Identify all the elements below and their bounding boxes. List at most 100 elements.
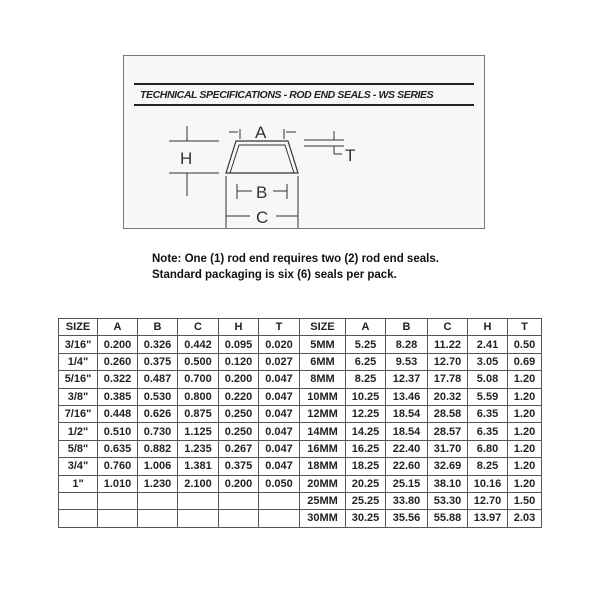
table-cell: 1.125 bbox=[177, 422, 219, 441]
table-row: 7/16" 0.448 0.626 0.875 0.250 0.047 12MM 12.25 1… bbox=[58, 404, 542, 424]
dim-label-a: A bbox=[255, 123, 267, 142]
column-header: T bbox=[258, 317, 300, 337]
table-cell: 3/8" bbox=[58, 387, 98, 406]
column-header: H bbox=[467, 317, 508, 337]
table-cell bbox=[258, 491, 300, 511]
table-cell: 14.25 bbox=[345, 422, 386, 441]
table-cell: 17.78 bbox=[427, 370, 468, 389]
table-cell bbox=[258, 509, 300, 528]
table-cell: 0.322 bbox=[97, 370, 138, 389]
table-cell: 0.448 bbox=[97, 404, 138, 424]
table-cell: 6.35 bbox=[467, 422, 508, 441]
table-cell: 28.57 bbox=[427, 422, 468, 441]
table-cell: 1" bbox=[58, 474, 98, 493]
table-cell: 2.100 bbox=[177, 474, 219, 493]
table-cell: 1.20 bbox=[507, 404, 542, 424]
table-cell bbox=[218, 491, 259, 511]
table-cell: 10.25 bbox=[345, 387, 386, 406]
table-cell: 12.37 bbox=[385, 370, 428, 389]
table-row: 3/8" 0.385 0.530 0.800 0.220 0.047 10MM 10.25 13… bbox=[58, 387, 542, 406]
table-row: 3/4" 0.760 1.006 1.381 0.375 0.047 18MM 18.25 22… bbox=[58, 457, 542, 476]
table-cell: 1.381 bbox=[177, 457, 219, 476]
table-cell: 35.56 bbox=[385, 509, 428, 528]
table-cell: 1/2" bbox=[58, 422, 98, 441]
table-cell: 0.487 bbox=[137, 370, 178, 389]
table-row: 1/4" 0.260 0.375 0.500 0.120 0.027 6MM 6.25 9.53… bbox=[58, 352, 542, 372]
table-cell: 0.635 bbox=[97, 439, 138, 459]
table-cell: 16MM bbox=[299, 439, 346, 459]
column-header: C bbox=[427, 317, 468, 337]
dim-label-b: B bbox=[256, 183, 267, 202]
table-cell: 12MM bbox=[299, 404, 346, 424]
table-cell: 6.35 bbox=[467, 404, 508, 424]
table-cell: 1.20 bbox=[507, 439, 542, 459]
table-cell: 0.626 bbox=[137, 404, 178, 424]
table-cell: 18.54 bbox=[385, 422, 428, 441]
table-cell: 25MM bbox=[299, 491, 346, 511]
table-cell: 3/16" bbox=[58, 335, 98, 354]
table-cell: 38.10 bbox=[427, 474, 468, 493]
table-cell: 0.027 bbox=[258, 352, 300, 372]
table-cell: 0.50 bbox=[507, 335, 542, 354]
table-cell: 0.800 bbox=[177, 387, 219, 406]
table-row: 1" 1.010 1.230 2.100 0.200 0.050 20MM 20.25 25.1… bbox=[58, 474, 542, 493]
table-cell: 0.020 bbox=[258, 335, 300, 354]
table-cell: 0.047 bbox=[258, 387, 300, 406]
table-cell: 5.08 bbox=[467, 370, 508, 389]
table-cell: 5/8" bbox=[58, 439, 98, 459]
table-cell: 0.730 bbox=[137, 422, 178, 441]
table-cell: 8.25 bbox=[467, 457, 508, 476]
table-cell: 0.882 bbox=[137, 439, 178, 459]
table-cell: 6.25 bbox=[345, 352, 386, 372]
table-cell: 31.70 bbox=[427, 439, 468, 459]
table-cell: 8.28 bbox=[385, 335, 428, 354]
table-cell: 5/16" bbox=[58, 370, 98, 389]
table-row: 5/8" 0.635 0.882 1.235 0.267 0.047 16MM 16.25 22… bbox=[58, 439, 542, 459]
table-cell: 55.88 bbox=[427, 509, 468, 528]
table-cell: 0.700 bbox=[177, 370, 219, 389]
note-line: Note: One (1) rod end requires two (2) r… bbox=[152, 253, 439, 265]
table-cell: 1.20 bbox=[507, 387, 542, 406]
table-cell bbox=[97, 491, 138, 511]
table-row: 1/2" 0.510 0.730 1.125 0.250 0.047 14MM 14.25 18… bbox=[58, 422, 542, 441]
table-cell: 8.25 bbox=[345, 370, 386, 389]
table-cell: 0.530 bbox=[137, 387, 178, 406]
table-cell: 7/16" bbox=[58, 404, 98, 424]
table-cell bbox=[97, 509, 138, 528]
table-cell: 12.70 bbox=[467, 491, 508, 511]
table-cell: 10.16 bbox=[467, 474, 508, 493]
note-line: Standard packaging is six (6) seals per … bbox=[152, 269, 397, 281]
table-cell: 33.80 bbox=[385, 491, 428, 511]
table-cell: 1/4" bbox=[58, 352, 98, 372]
seal-diagram: A H T B C bbox=[169, 123, 355, 228]
table-cell bbox=[137, 491, 178, 511]
table-cell: 18.54 bbox=[385, 404, 428, 424]
table-cell: 20.32 bbox=[427, 387, 468, 406]
column-header: SIZE bbox=[58, 317, 98, 337]
table-cell bbox=[218, 509, 259, 528]
dim-label-c: C bbox=[256, 208, 268, 227]
table-cell: 0.047 bbox=[258, 404, 300, 424]
table-cell: 0.250 bbox=[218, 422, 259, 441]
table-cell: 5.59 bbox=[467, 387, 508, 406]
table-cell: 0.220 bbox=[218, 387, 259, 406]
table-cell: 0.047 bbox=[258, 370, 300, 389]
table-cell: 5MM bbox=[299, 335, 346, 354]
seal-profile bbox=[225, 140, 299, 174]
dim-label-h: H bbox=[180, 149, 192, 168]
table-cell bbox=[177, 491, 219, 511]
table-cell: 18MM bbox=[299, 457, 346, 476]
table-cell bbox=[58, 491, 98, 511]
table-cell: 1.50 bbox=[507, 491, 542, 511]
table-cell bbox=[177, 509, 219, 528]
table-cell: 0.267 bbox=[218, 439, 259, 459]
table-cell: 0.250 bbox=[218, 404, 259, 424]
table-cell: 0.442 bbox=[177, 335, 219, 354]
table-cell: 18.25 bbox=[345, 457, 386, 476]
table-cell: 9.53 bbox=[385, 352, 428, 372]
table-cell: 1.010 bbox=[97, 474, 138, 493]
dim-label-t: T bbox=[345, 146, 355, 165]
table-cell: 1.20 bbox=[507, 422, 542, 441]
table-row: 3/16" 0.200 0.326 0.442 0.095 0.020 5MM 5.25 8.2… bbox=[58, 335, 542, 354]
table-cell: 0.047 bbox=[258, 422, 300, 441]
